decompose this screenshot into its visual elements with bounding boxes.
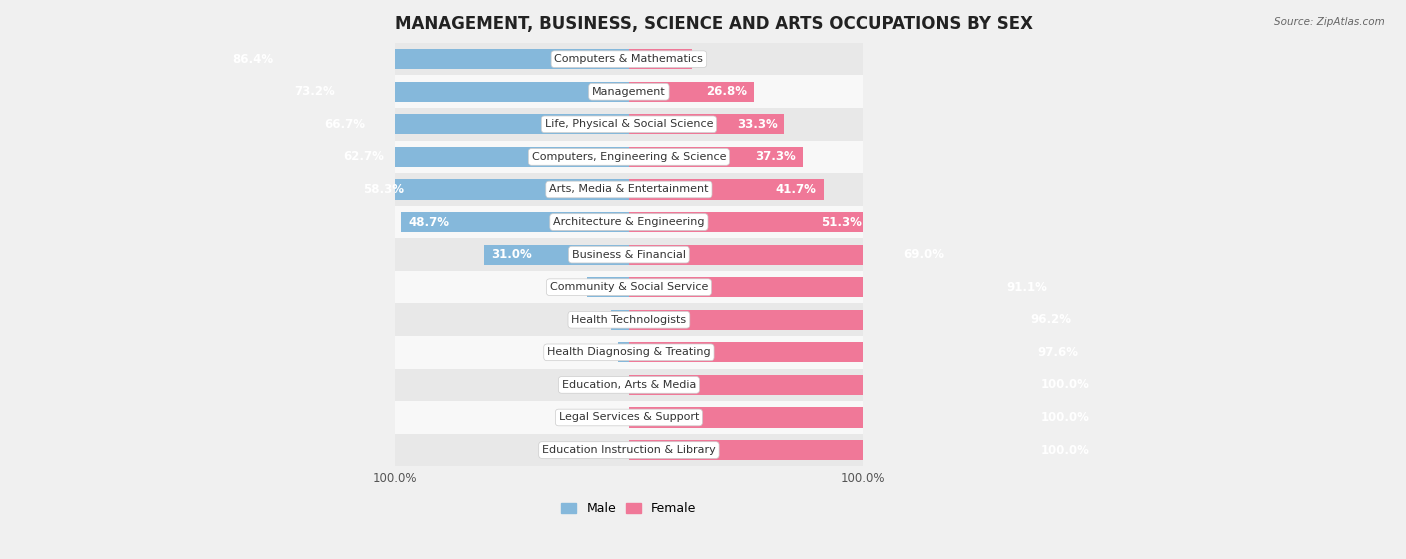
Bar <box>610 310 628 330</box>
Text: 26.8%: 26.8% <box>706 86 747 98</box>
Bar <box>318 114 628 134</box>
Text: 86.4%: 86.4% <box>232 53 273 65</box>
Bar <box>395 141 862 173</box>
Text: Computers, Engineering & Science: Computers, Engineering & Science <box>531 152 725 162</box>
Bar <box>225 49 628 69</box>
Text: 3.9%: 3.9% <box>579 313 609 326</box>
Bar <box>395 43 862 75</box>
Text: Education, Arts & Media: Education, Arts & Media <box>562 380 696 390</box>
Text: Architecture & Engineering: Architecture & Engineering <box>553 217 704 227</box>
Text: 8.9%: 8.9% <box>592 281 624 293</box>
Bar <box>357 179 628 200</box>
Text: Community & Social Service: Community & Social Service <box>550 282 709 292</box>
Text: 51.3%: 51.3% <box>821 216 862 229</box>
Text: Life, Physical & Social Science: Life, Physical & Social Science <box>544 119 713 129</box>
Text: 2.4%: 2.4% <box>585 346 616 359</box>
Bar <box>401 212 628 232</box>
Bar <box>628 179 824 200</box>
Bar <box>628 114 785 134</box>
Text: 69.0%: 69.0% <box>903 248 945 261</box>
Bar <box>628 277 1054 297</box>
Text: 31.0%: 31.0% <box>491 248 531 261</box>
Text: 100.0%: 100.0% <box>1040 411 1090 424</box>
Text: 91.1%: 91.1% <box>1007 281 1047 293</box>
Bar <box>287 82 628 102</box>
Text: 0.0%: 0.0% <box>598 411 627 424</box>
Text: 97.6%: 97.6% <box>1036 346 1078 359</box>
Bar <box>628 147 803 167</box>
Bar <box>628 375 1097 395</box>
Text: 0.0%: 0.0% <box>598 378 627 391</box>
Text: 100.0%: 100.0% <box>1040 443 1090 457</box>
Bar <box>395 434 862 466</box>
Bar <box>395 368 862 401</box>
Text: Business & Financial: Business & Financial <box>572 250 686 259</box>
Text: 41.7%: 41.7% <box>776 183 817 196</box>
Bar <box>395 173 862 206</box>
Text: 73.2%: 73.2% <box>294 86 335 98</box>
Bar <box>395 75 862 108</box>
Text: 37.3%: 37.3% <box>755 150 796 163</box>
Text: 58.3%: 58.3% <box>364 183 405 196</box>
Text: Education Instruction & Library: Education Instruction & Library <box>543 445 716 455</box>
Text: Health Technologists: Health Technologists <box>571 315 686 325</box>
Bar <box>628 82 754 102</box>
Bar <box>395 401 862 434</box>
Bar <box>628 408 1097 428</box>
Bar <box>588 277 628 297</box>
Text: Management: Management <box>592 87 666 97</box>
Text: Arts, Media & Entertainment: Arts, Media & Entertainment <box>550 184 709 195</box>
Text: 62.7%: 62.7% <box>343 150 384 163</box>
Legend: Male, Female: Male, Female <box>561 502 696 515</box>
Bar <box>628 244 952 265</box>
Bar <box>395 108 862 141</box>
Bar <box>628 310 1078 330</box>
Bar <box>484 244 628 265</box>
Bar <box>395 336 862 368</box>
Text: 66.7%: 66.7% <box>325 118 366 131</box>
Bar <box>336 147 628 167</box>
Text: Source: ZipAtlas.com: Source: ZipAtlas.com <box>1274 17 1385 27</box>
Bar <box>395 271 862 304</box>
Text: Health Diagnosing & Treating: Health Diagnosing & Treating <box>547 347 710 357</box>
Text: 100.0%: 100.0% <box>1040 378 1090 391</box>
Text: Computers & Mathematics: Computers & Mathematics <box>554 54 703 64</box>
Text: 96.2%: 96.2% <box>1031 313 1071 326</box>
Bar <box>628 342 1085 362</box>
Bar <box>628 212 869 232</box>
Text: 33.3%: 33.3% <box>737 118 778 131</box>
Text: MANAGEMENT, BUSINESS, SCIENCE AND ARTS OCCUPATIONS BY SEX: MANAGEMENT, BUSINESS, SCIENCE AND ARTS O… <box>395 15 1033 33</box>
Text: 13.6%: 13.6% <box>640 53 681 65</box>
Text: 0.0%: 0.0% <box>598 443 627 457</box>
Bar <box>628 440 1097 460</box>
Bar <box>617 342 628 362</box>
Text: Legal Services & Support: Legal Services & Support <box>558 413 699 423</box>
Text: 48.7%: 48.7% <box>408 216 450 229</box>
Bar <box>395 206 862 238</box>
Bar <box>395 238 862 271</box>
Bar <box>628 49 692 69</box>
Bar <box>395 304 862 336</box>
